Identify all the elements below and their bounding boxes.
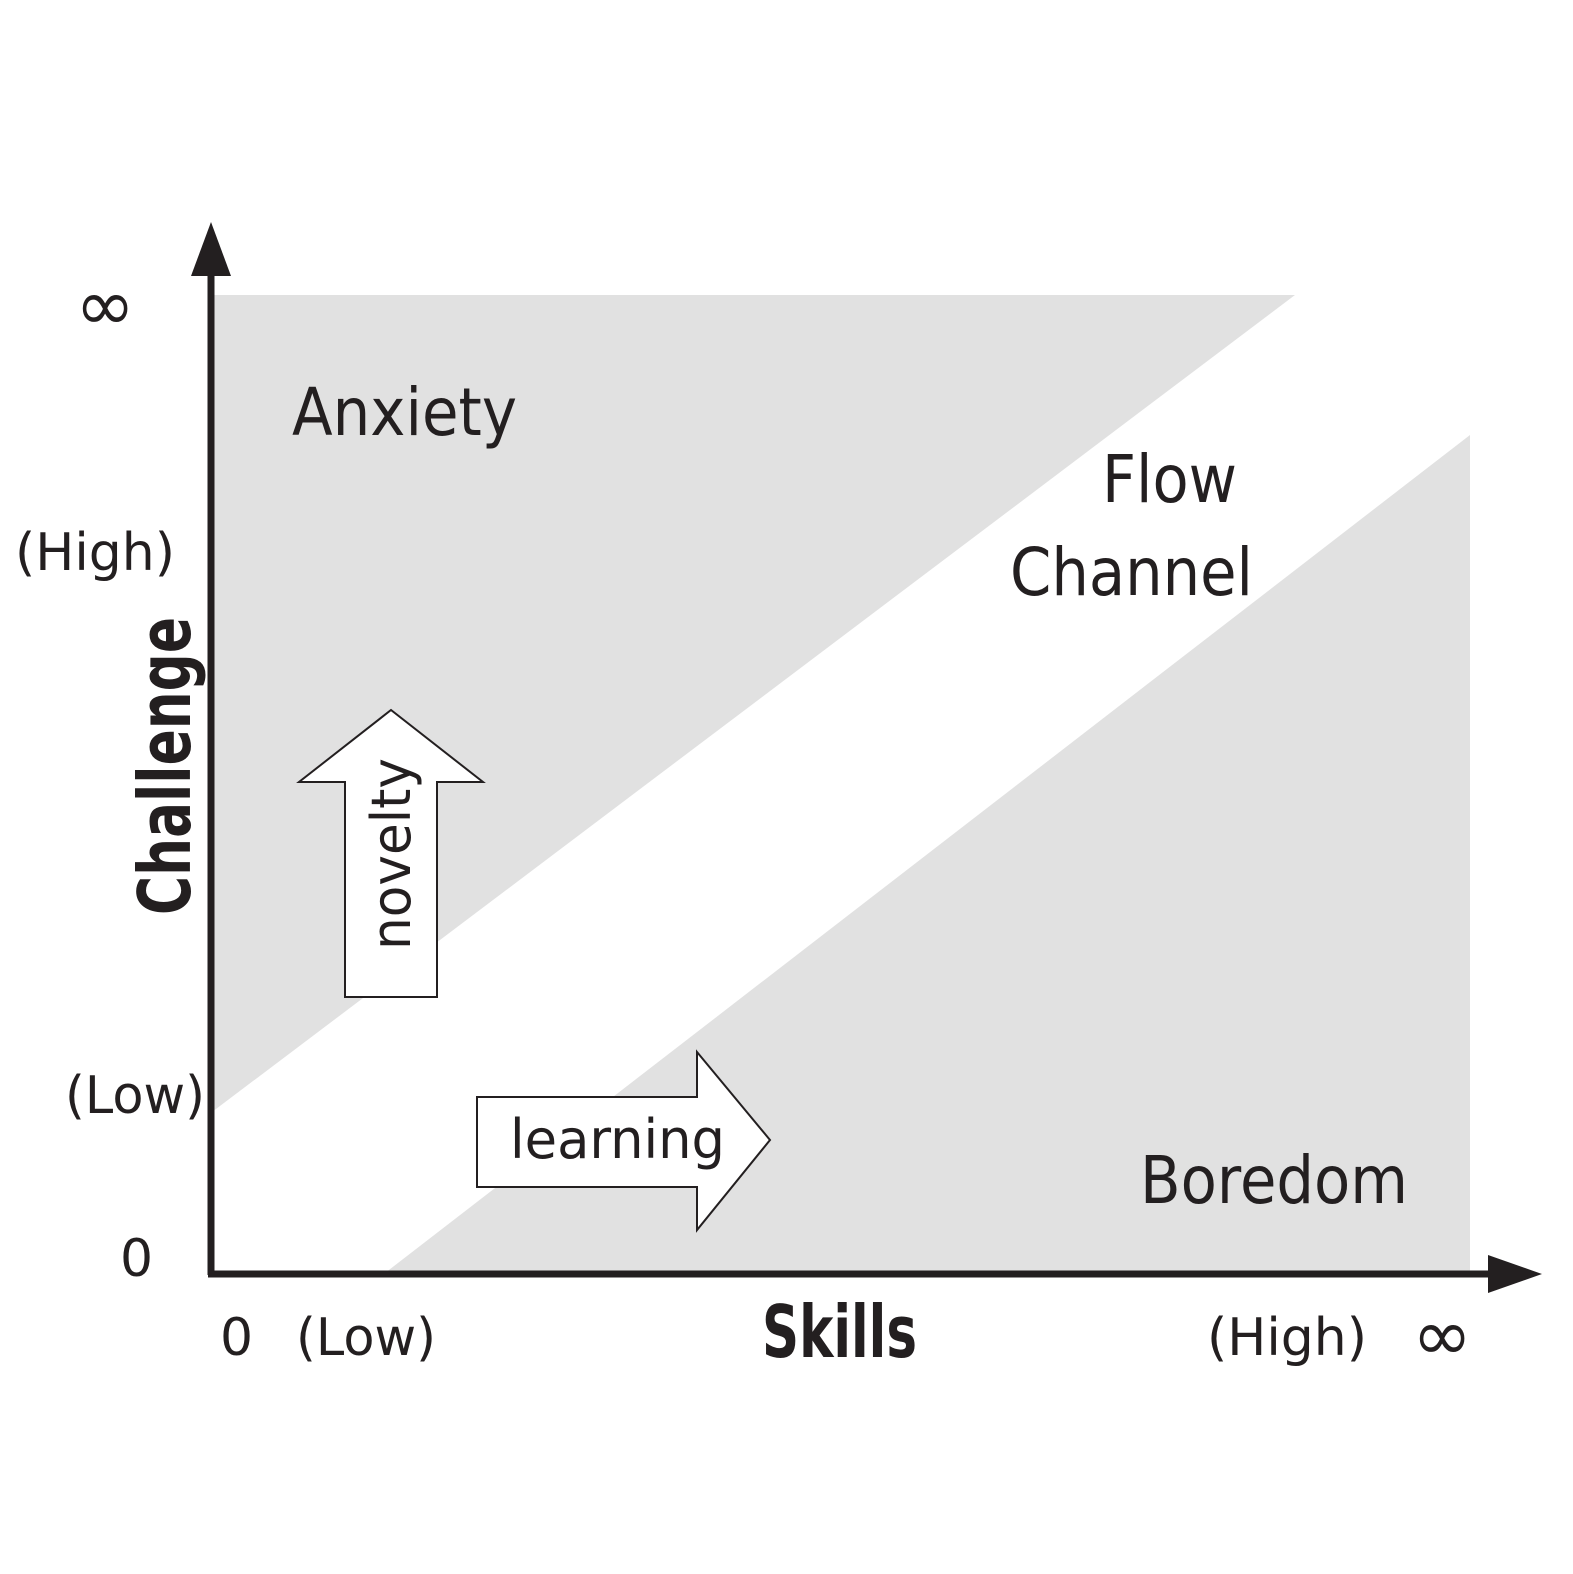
learning-arrow bbox=[476, 1049, 772, 1233]
flow-label: Flow bbox=[1102, 441, 1237, 518]
boredom-label: Boredom bbox=[1140, 1142, 1408, 1219]
learning-label: learning bbox=[510, 1108, 725, 1171]
anxiety-label: Anxiety bbox=[292, 374, 517, 451]
y-axis-arrowhead bbox=[191, 222, 231, 276]
x-tick-low: (Low) bbox=[296, 1308, 436, 1368]
x-axis-arrowhead bbox=[1488, 1255, 1542, 1293]
x-tick-zero: 0 bbox=[220, 1308, 253, 1368]
y-tick-high: (High) bbox=[15, 523, 175, 583]
y-tick-low: (Low) bbox=[65, 1066, 205, 1126]
x-axis-title: Skills bbox=[762, 1290, 917, 1374]
x-tick-high: (High) bbox=[1207, 1308, 1367, 1368]
novelty-label: novelty bbox=[360, 758, 423, 950]
y-axis-title: Challenge bbox=[123, 617, 207, 915]
novelty-arrow bbox=[296, 708, 486, 998]
y-tick-zero: 0 bbox=[120, 1229, 153, 1289]
boredom-region bbox=[385, 435, 1470, 1273]
channel-label: Channel bbox=[1010, 534, 1253, 611]
x-tick-infinity: ∞ bbox=[1412, 1293, 1472, 1377]
anxiety-region bbox=[212, 295, 1295, 1112]
y-tick-infinity: ∞ bbox=[75, 263, 135, 347]
